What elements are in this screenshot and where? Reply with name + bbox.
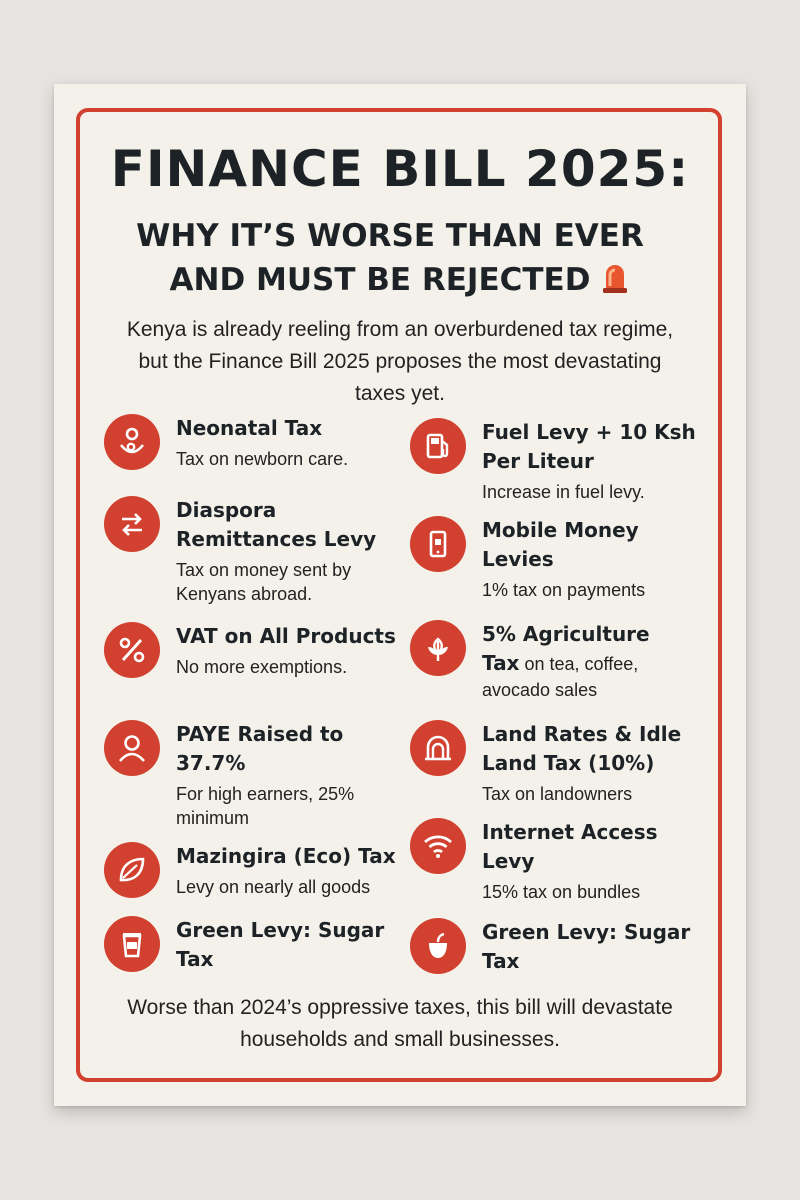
building-icon — [410, 720, 466, 776]
tax-item-desc: 1% tax on payments — [482, 580, 646, 600]
percent-icon — [104, 622, 160, 678]
tax-item-desc: Increase in fuel levy. — [482, 482, 645, 502]
tax-item-title: Green Levy: Sugar Tax — [482, 920, 691, 973]
apple-icon — [410, 918, 466, 974]
tax-item-desc: Tax on newborn care. — [176, 449, 349, 469]
intro-text: Kenya is already reeling from an overbur… — [126, 318, 674, 405]
poster-subtitle-line2: AND MUST BE REJECTED — [54, 260, 746, 302]
plant-icon — [410, 620, 466, 676]
footer-text: Worse than 2024’s oppressive taxes, this… — [127, 996, 673, 1051]
siren-icon — [600, 260, 630, 302]
poster-subtitle-line1: WHY IT’S WORSE THAN EVER — [136, 218, 644, 254]
poster-border — [76, 108, 722, 1082]
poster-subtitle-line2-text: AND MUST BE REJECTED — [169, 262, 591, 298]
tax-item-title: Green Levy: Sugar Tax — [176, 918, 385, 971]
wifi-icon — [410, 818, 466, 874]
tax-item-desc: For high earners, 25% minimum — [176, 784, 355, 828]
baby-icon — [104, 414, 160, 470]
tax-item-desc: Tax on landowners — [482, 784, 633, 804]
tax-item-title: Mobile Money Levies — [482, 518, 639, 571]
poster: FINANCE BILL 2025: WHY IT’S WORSE THAN E… — [54, 84, 746, 1106]
tax-item-desc: Levy on nearly all goods — [176, 877, 371, 897]
tax-item-title: Fuel Levy + 10 Ksh Per Liteur — [482, 420, 696, 473]
transfer-arrows-icon — [104, 496, 160, 552]
tax-item-desc: No more exemptions. — [176, 657, 348, 677]
cup-icon — [104, 916, 160, 972]
tax-item-title: Neonatal Tax — [176, 416, 323, 440]
tax-item-title: 5% Agriculture — [482, 622, 650, 646]
poster-title: FINANCE BILL 2025: — [110, 140, 690, 198]
tax-item-title: Land Rates & Idle Land Tax (10%) — [482, 722, 682, 775]
tax-item-title: Mazingira (Eco) Tax — [176, 844, 396, 868]
tax-item-desc-bold: Tax — [482, 651, 520, 675]
phone-icon — [410, 516, 466, 572]
leaf-icon — [104, 842, 160, 898]
person-icon — [104, 720, 160, 776]
tax-item-title: Internet Access Levy — [482, 820, 658, 873]
tax-item-title: VAT on All Products — [176, 624, 396, 648]
tax-item-title: Diaspora Remittances Levy — [176, 498, 377, 551]
tax-item-desc-text: on tea, coffee, avocado sales — [482, 654, 639, 700]
tax-item-desc: 15% tax on bundles — [482, 882, 641, 902]
fuel-pump-icon — [410, 418, 466, 474]
tax-item-title: PAYE Raised to 37.7% — [176, 722, 344, 775]
tax-item-desc: Tax on tea, coffee, avocado sales — [482, 649, 707, 702]
tax-item-desc: Tax on money sent by Kenyans abroad. — [176, 560, 352, 604]
